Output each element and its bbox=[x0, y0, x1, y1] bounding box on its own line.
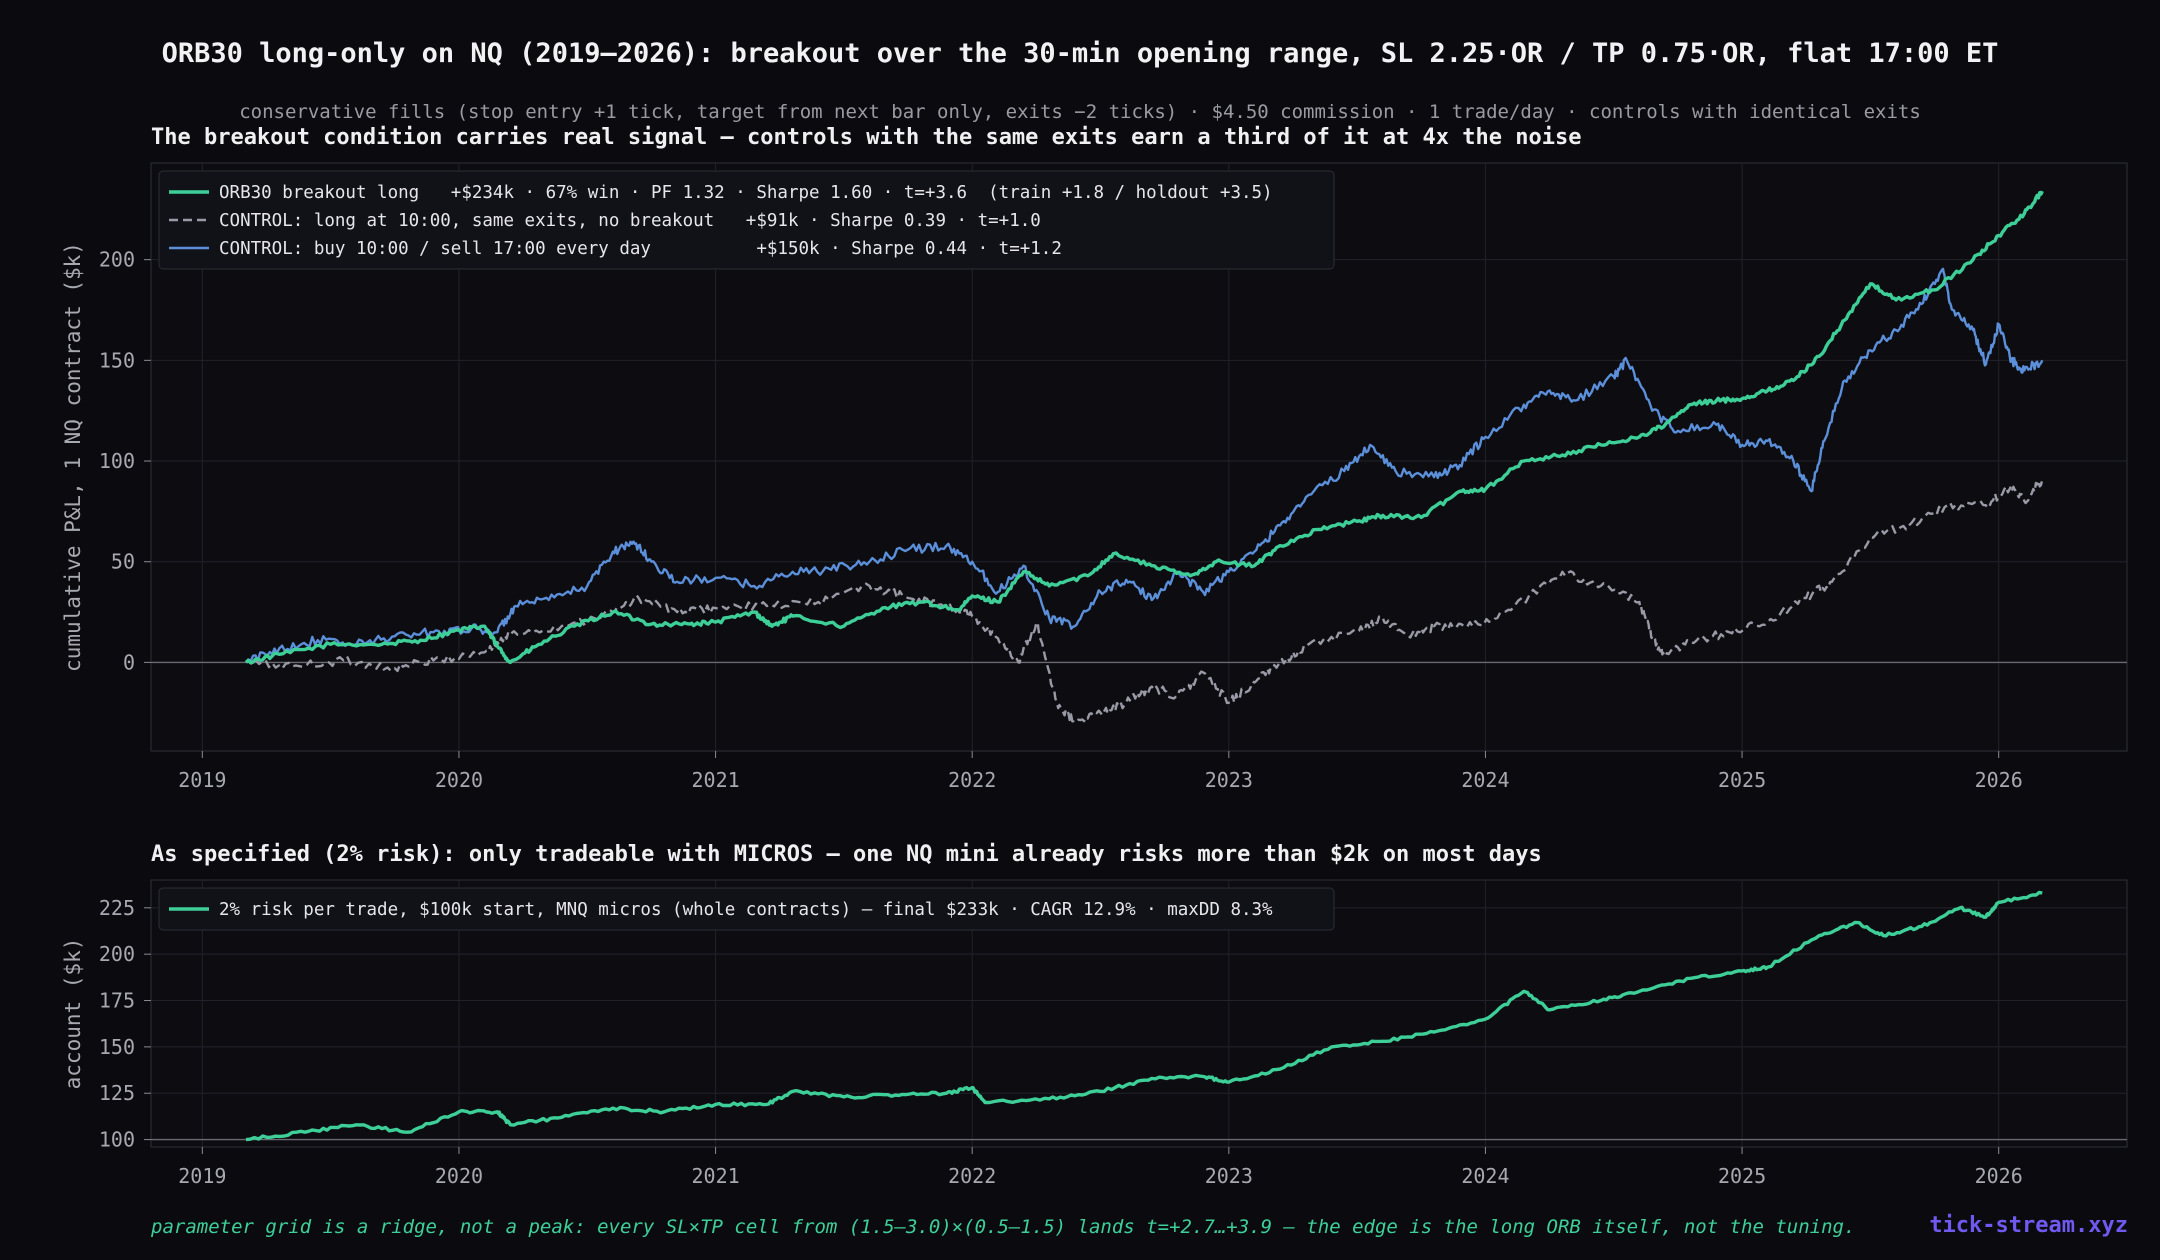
x-tick-label: 2021 bbox=[691, 1164, 739, 1188]
x-tick-label: 2021 bbox=[691, 768, 739, 792]
series-line-2 bbox=[245, 478, 2044, 724]
series-line-1 bbox=[244, 190, 2044, 665]
legend-entry-1: 2% risk per trade, $100k start, MNQ micr… bbox=[219, 900, 1273, 920]
legend-box bbox=[158, 887, 1335, 931]
page-subtitle: conservative fills (stop entry +1 tick, … bbox=[239, 101, 1921, 123]
y-tick-label: 50 bbox=[111, 550, 135, 574]
x-tick-label: 2024 bbox=[1461, 1164, 1509, 1188]
x-tick-label: 2020 bbox=[435, 1164, 483, 1188]
top-panel-title: The breakout condition carries real sign… bbox=[151, 125, 1582, 150]
footer-note: parameter grid is a ridge, not a peak: e… bbox=[151, 1216, 1856, 1238]
x-tick-label: 2019 bbox=[178, 768, 226, 792]
chart-panel-2: 2019 2020 2021 2022 2023 2024 2025 2026 100 125 15… bbox=[61, 879, 2128, 1188]
chart-panel-1: 2019 2020 2021 2022 2023 2024 2025 2026 0 50 100 15… bbox=[61, 162, 2128, 792]
y-tick-label: 175 bbox=[99, 989, 135, 1013]
x-tick-label: 2024 bbox=[1461, 768, 1509, 792]
x-tick-label: 2022 bbox=[948, 1164, 996, 1188]
y-tick-label: 0 bbox=[123, 650, 135, 674]
x-tick-label: 2023 bbox=[1205, 1164, 1253, 1188]
brand-link[interactable]: tick-stream.xyz bbox=[1929, 1213, 2128, 1238]
y-tick-label: 100 bbox=[99, 1128, 135, 1152]
x-tick-label: 2019 bbox=[178, 1164, 226, 1188]
x-tick-label: 2026 bbox=[1975, 768, 2023, 792]
bottom-panel-title: As specified (2% risk): only tradeable w… bbox=[151, 842, 1542, 867]
y-tick-label: 200 bbox=[99, 942, 135, 966]
x-tick-label: 2023 bbox=[1205, 768, 1253, 792]
series-line-1 bbox=[245, 890, 2043, 1142]
x-tick-label: 2025 bbox=[1718, 768, 1766, 792]
y-tick-label: 200 bbox=[99, 248, 135, 272]
x-tick-label: 2022 bbox=[948, 768, 996, 792]
y-axis-label: cumulative P&L, 1 NQ contract ($k) bbox=[61, 242, 85, 672]
y-tick-label: 150 bbox=[99, 348, 135, 372]
y-axis-label: account ($k) bbox=[61, 938, 85, 1090]
y-tick-label: 150 bbox=[99, 1035, 135, 1059]
x-tick-label: 2025 bbox=[1718, 1164, 1766, 1188]
legend-box bbox=[158, 170, 1335, 270]
y-tick-label: 100 bbox=[99, 449, 135, 473]
legend-entry-1: ORB30 breakout long +$234k · 67% win · P… bbox=[219, 183, 1273, 203]
legend-entry-2: CONTROL: long at 10:00, same exits, no b… bbox=[219, 211, 1041, 231]
y-tick-label: 225 bbox=[99, 896, 135, 920]
legend-entry-3: CONTROL: buy 10:00 / sell 17:00 every da… bbox=[219, 239, 1062, 259]
page-title: ORB30 long-only on NQ (2019–2026): break… bbox=[161, 38, 1999, 69]
y-tick-label: 125 bbox=[99, 1081, 135, 1105]
x-tick-label: 2020 bbox=[435, 768, 483, 792]
series-line-3 bbox=[245, 267, 2044, 664]
x-tick-label: 2026 bbox=[1975, 1164, 2023, 1188]
